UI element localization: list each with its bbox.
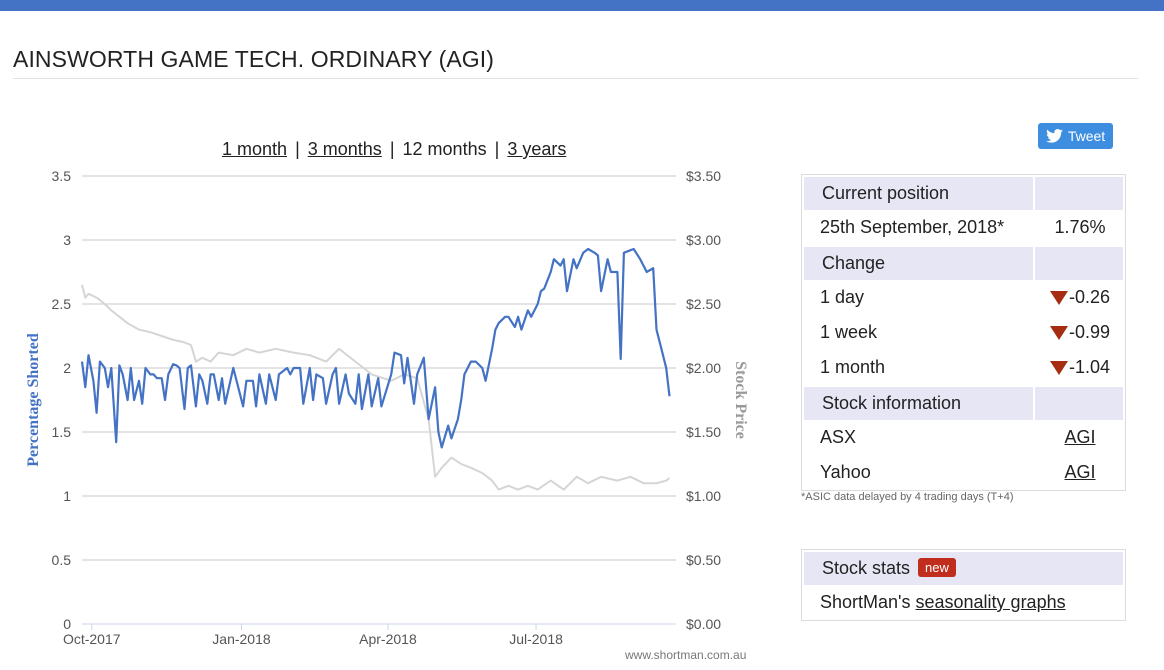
x-tick-label: Apr-2018 <box>359 631 417 647</box>
range-12-months-current: 12 months <box>402 139 487 159</box>
change-row-1-day: 1 day -0.26 <box>802 280 1125 315</box>
y-tick-label: 2 <box>63 360 71 376</box>
range-3-years-link[interactable]: 3 years <box>507 139 567 159</box>
stock-stats-heading: Stock stats <box>822 558 911 578</box>
y2-tick-label: $3.50 <box>686 168 721 184</box>
page-title: AINSWORTH GAME TECH. ORDINARY (AGI) <box>13 46 495 72</box>
header-divider <box>1033 247 1035 280</box>
seasonality-row: ShortMan's seasonality graphs <box>802 585 1125 620</box>
x-tick-label: Jan-2018 <box>212 631 271 647</box>
stock-price-series-line <box>81 284 671 491</box>
asx-agi-link[interactable]: AGI <box>1064 427 1096 447</box>
stock-info-label: Yahoo <box>820 462 871 482</box>
current-position-heading: Current position <box>822 183 950 203</box>
range-1-month-link[interactable]: 1 month <box>222 139 288 159</box>
stats-panel: Current position 25th September, 2018* 1… <box>801 174 1126 491</box>
y-tick-label: 2.5 <box>52 296 72 312</box>
site-watermark: www.shortman.com.au <box>625 648 747 662</box>
x-tick-label: Oct-2017 <box>63 631 121 647</box>
range-selector: 1 month | 3 months | 12 months | 3 years <box>222 139 566 160</box>
current-position-header: Current position <box>804 177 1123 210</box>
y2-tick-label: $0.00 <box>686 616 721 632</box>
stock-stats-header: Stock stats new <box>804 552 1123 585</box>
current-position-date: 25th September, 2018* <box>820 217 1005 237</box>
title-divider <box>13 78 1138 79</box>
down-arrow-icon <box>1049 361 1068 375</box>
change-heading: Change <box>822 253 886 273</box>
y-tick-label: 1.5 <box>52 424 72 440</box>
y-tick-label: 1 <box>63 488 71 504</box>
top-accent-bar <box>0 0 1164 11</box>
current-position-row: 25th September, 2018* 1.76% <box>802 210 1125 245</box>
y2-tick-label: $1.50 <box>686 424 721 440</box>
stock-information-heading: Stock information <box>822 393 962 413</box>
header-divider <box>1033 387 1035 420</box>
range-separator: | <box>389 139 395 159</box>
stock-information-header: Stock information <box>804 387 1123 420</box>
percentage-shorted-series-line <box>80 247 671 449</box>
yahoo-agi-link[interactable]: AGI <box>1064 462 1096 482</box>
y-tick-label: 0.5 <box>52 552 72 568</box>
y2-tick-label: $1.00 <box>686 488 721 504</box>
new-badge: new <box>918 558 956 577</box>
y2-tick-label: $3.00 <box>686 232 721 248</box>
change-cell: -0.99 <box>1035 322 1125 343</box>
change-cell: -0.26 <box>1035 287 1125 308</box>
header-divider <box>1033 177 1035 210</box>
y-tick-label: 3.5 <box>52 168 72 184</box>
y2-tick-label: $2.00 <box>686 360 721 376</box>
down-arrow-icon <box>1049 326 1068 340</box>
stock-info-row-asx: ASX AGI <box>802 420 1125 455</box>
range-separator: | <box>494 139 500 159</box>
tweet-label: Tweet <box>1067 128 1106 144</box>
stock-info-row-yahoo: Yahoo AGI <box>802 455 1125 490</box>
range-3-months-link[interactable]: 3 months <box>307 139 382 159</box>
y2-tick-label: $0.50 <box>686 552 721 568</box>
stock-stats-panel: Stock stats new ShortMan's seasonality gr… <box>801 549 1126 621</box>
twitter-bird-icon <box>1045 129 1063 143</box>
x-tick-label: Jul-2018 <box>509 631 563 647</box>
change-row-1-week: 1 week -0.99 <box>802 315 1125 350</box>
seasonality-graphs-link[interactable]: seasonality graphs <box>915 592 1066 612</box>
change-label: 1 day <box>820 287 865 307</box>
change-value: -0.26 <box>1068 287 1111 307</box>
down-arrow-icon <box>1049 291 1068 305</box>
y-axis-title: Percentage Shorted <box>25 333 42 467</box>
change-label: 1 month <box>820 357 886 377</box>
change-header: Change <box>804 247 1123 280</box>
change-row-1-month: 1 month -1.04 <box>802 350 1125 385</box>
change-cell: -1.04 <box>1035 357 1125 378</box>
asic-footnote: *ASIC data delayed by 4 trading days (T+… <box>801 491 1014 503</box>
y2-tick-label: $2.50 <box>686 296 721 312</box>
current-position-value: 1.76% <box>1054 217 1106 237</box>
seasonality-cell: ShortMan's seasonality graphs <box>802 592 1125 613</box>
seasonality-prefix: ShortMan's <box>820 592 911 612</box>
tweet-button[interactable]: Tweet <box>1038 123 1113 149</box>
range-separator: | <box>295 139 300 159</box>
y-tick-label: 3 <box>63 232 71 248</box>
change-label: 1 week <box>820 322 878 342</box>
stock-info-label: ASX <box>820 427 857 447</box>
change-value: -1.04 <box>1068 357 1111 377</box>
change-value: -0.99 <box>1068 322 1111 342</box>
y-tick-label: 0 <box>63 616 71 632</box>
short-position-chart: 0 $0.00 0.5 $0.50 1 $1.00 1.5 $1.50 2 $2.00 2.5 $2.… <box>25 168 749 647</box>
stock-stats-heading-cell: Stock stats new <box>804 558 1123 579</box>
y2-axis-title: Stock Price <box>732 361 749 439</box>
